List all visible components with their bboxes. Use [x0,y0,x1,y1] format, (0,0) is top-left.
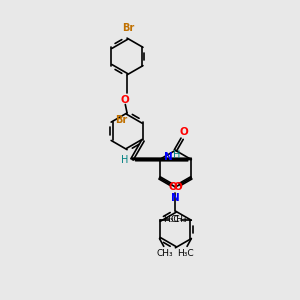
Text: Br: Br [116,115,128,125]
Text: H: H [173,150,180,160]
Text: O: O [174,182,182,192]
Text: CH₃: CH₃ [171,215,188,224]
Text: O: O [179,127,188,136]
Text: O: O [169,182,177,192]
Text: H: H [121,155,128,165]
Text: Br: Br [122,23,134,33]
Text: N: N [164,152,173,162]
Text: CH₃: CH₃ [157,249,173,258]
Text: H₃C: H₃C [164,215,180,224]
Text: H₃C: H₃C [177,249,194,258]
Text: N: N [171,194,179,203]
Text: O: O [121,94,130,104]
